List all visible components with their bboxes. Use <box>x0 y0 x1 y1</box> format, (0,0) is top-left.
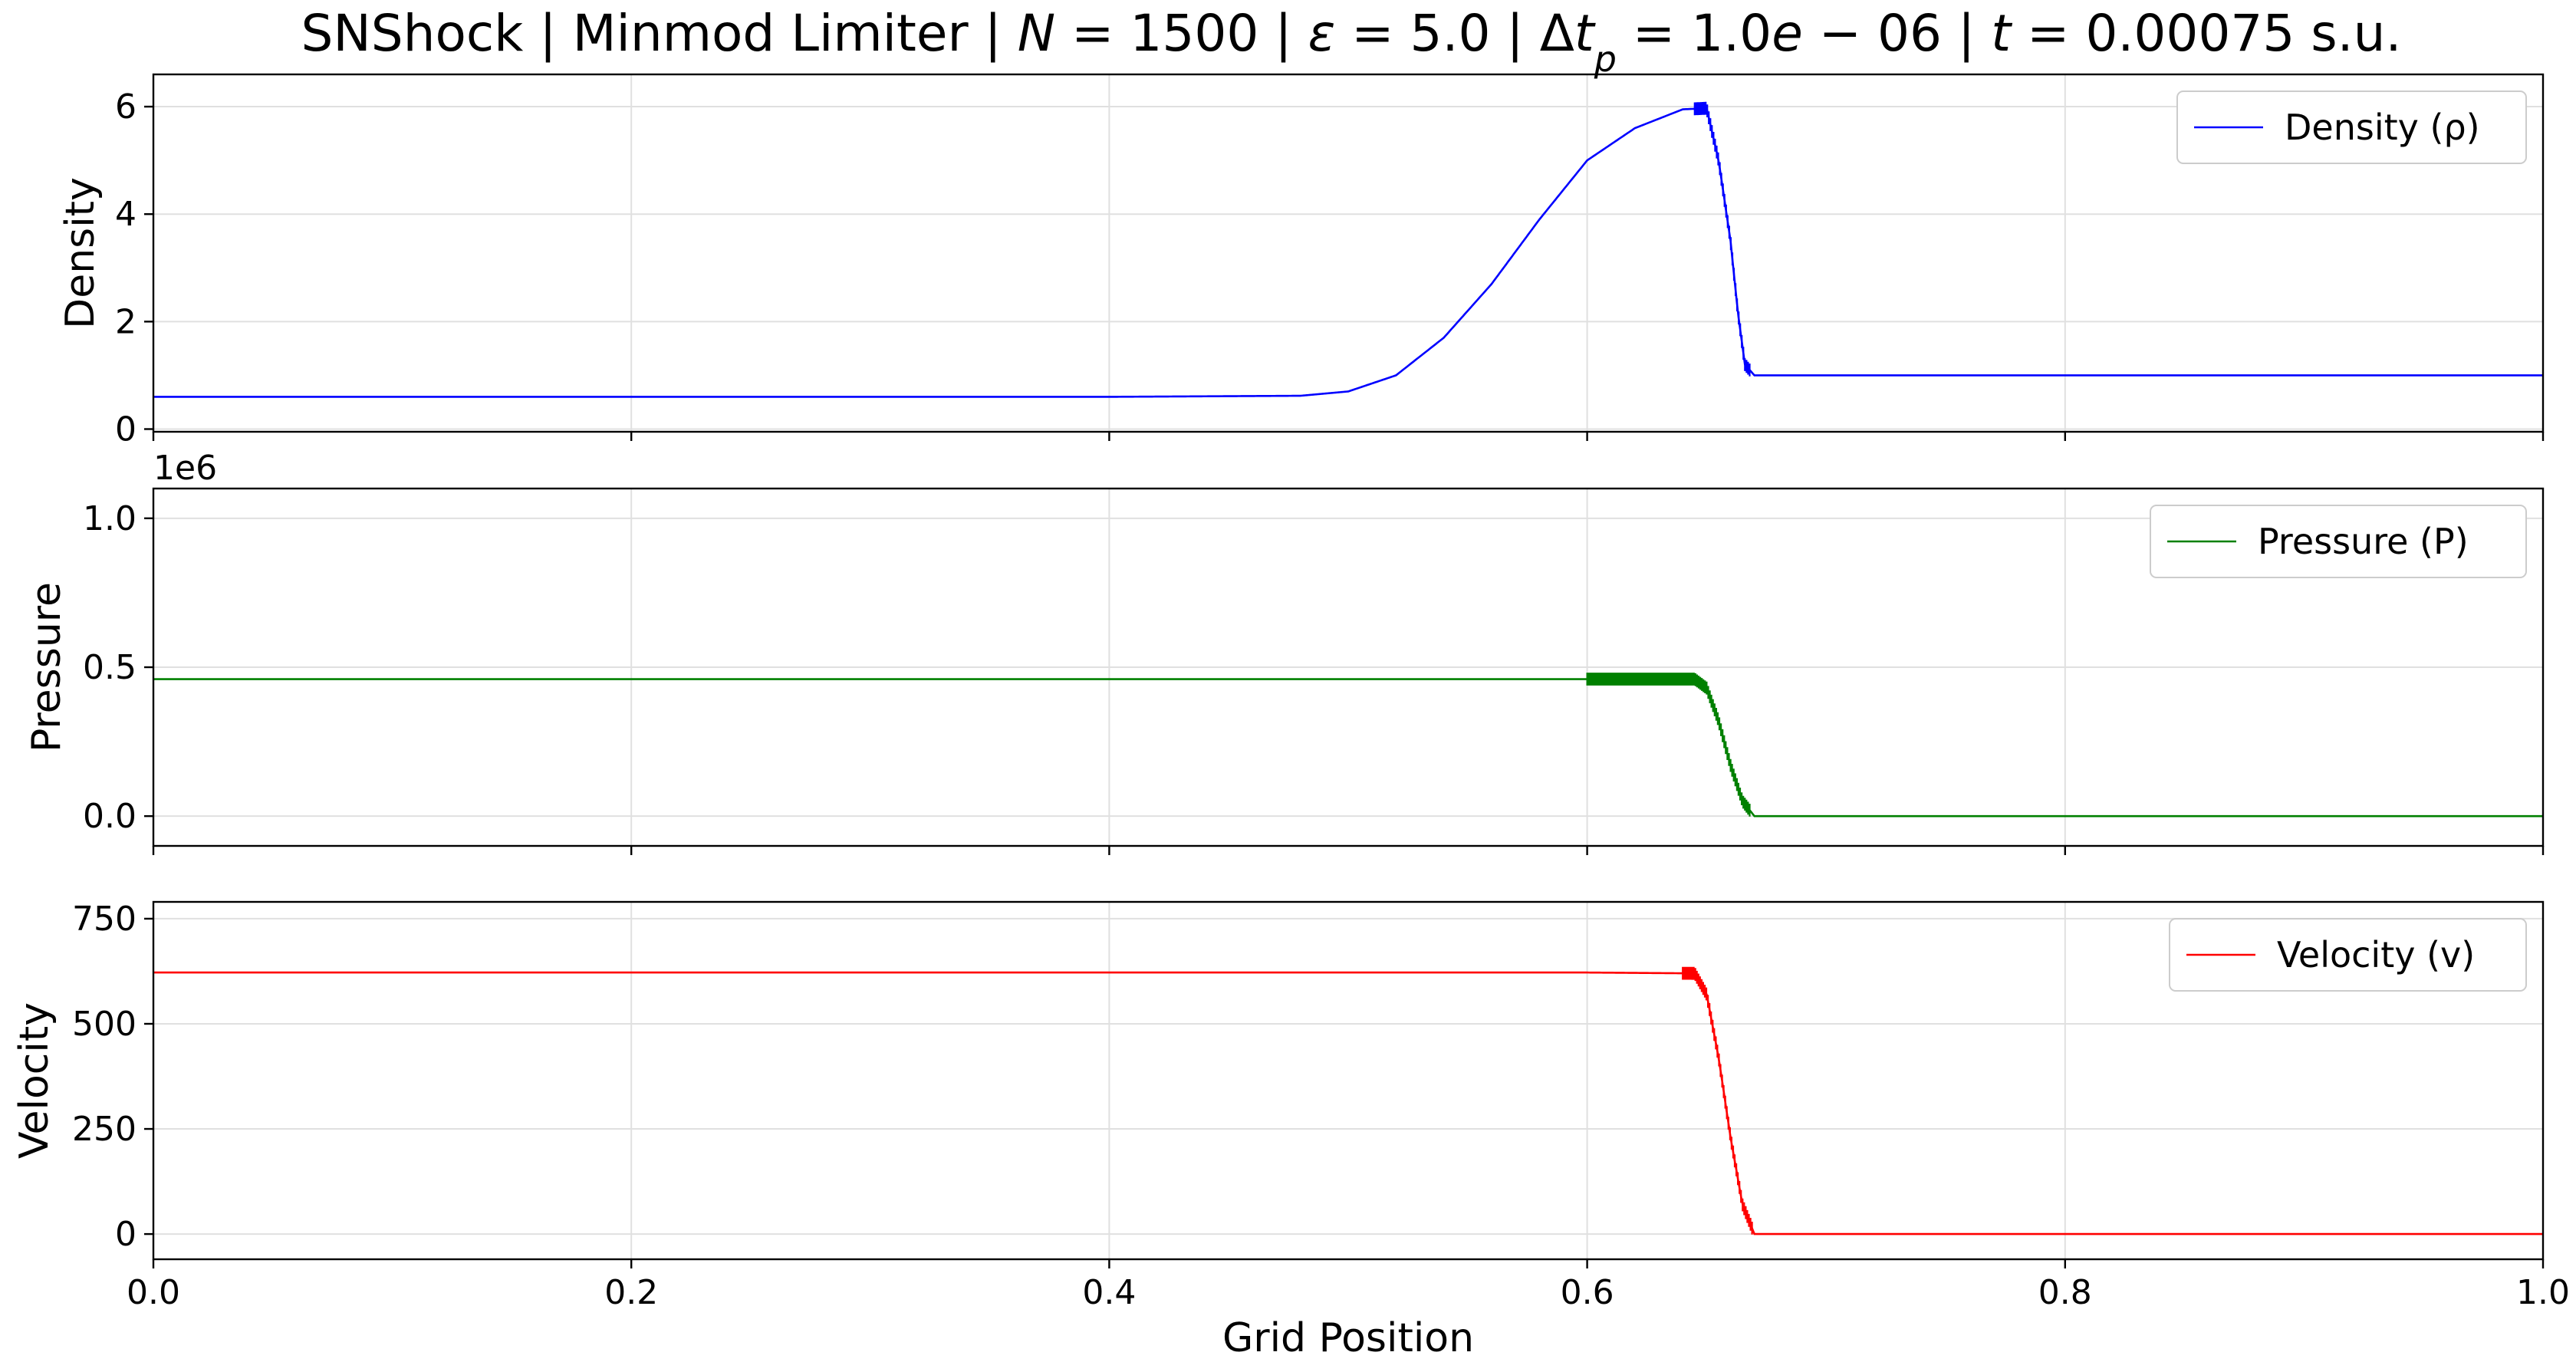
y-tick-label: 2 <box>115 302 137 341</box>
y-tick-label: 750 <box>72 900 137 939</box>
title-part: N <box>1018 4 1055 63</box>
x-tick-label: 0.4 <box>1082 1273 1136 1312</box>
title-part: = 1.0 <box>1617 4 1772 63</box>
title-part: = 1500 | <box>1055 4 1308 63</box>
x-tick-label: 1.0 <box>2516 1273 2570 1312</box>
chart-title: SNShock | Minmod Limiter | N = 1500 | ε … <box>301 4 2402 80</box>
y-axis-label: Velocity <box>12 1002 58 1159</box>
density-panel: 0 2 4 6 Density Density (ρ) <box>58 73 2545 449</box>
title-part: = 0.00075 s.u. <box>2011 4 2401 63</box>
legend-box <box>2150 505 2527 578</box>
y-tick-label: 4 <box>115 195 137 234</box>
legend-label: Pressure (P) <box>2258 521 2469 562</box>
y-axis-label: Pressure <box>24 582 70 752</box>
x-axis-label: Grid Position <box>1222 1315 1474 1361</box>
axes-frame <box>152 900 2545 1261</box>
y-tick-label: 0.5 <box>83 648 137 687</box>
title-part: − 06 | <box>1803 4 1991 63</box>
series-oscillation <box>1693 101 1751 377</box>
y-tick-label: 6 <box>115 87 137 127</box>
legend-box <box>2176 90 2527 164</box>
title-part: t <box>1574 4 1596 63</box>
title-part: = 5.0 | Δ <box>1335 4 1574 63</box>
x-tick-label: 0.0 <box>127 1273 180 1312</box>
title-part: SNShock | Minmod Limiter | <box>301 4 1018 63</box>
series-oscillation <box>1586 673 1751 817</box>
title-part: p <box>1594 38 1617 80</box>
y-tick-label: 0.0 <box>83 797 137 836</box>
legend-box <box>2169 918 2527 992</box>
x-tick-label: 0.2 <box>604 1273 658 1312</box>
x-tick-label: 0.6 <box>1561 1273 1614 1312</box>
title-part: e <box>1772 4 1803 63</box>
pressure-panel: 0.0 0.5 1.0 1e6 Pressure Pressure (P) <box>24 449 2545 855</box>
series-oscillation <box>1682 966 1753 1235</box>
series-line <box>153 107 2543 398</box>
velocity-panel: 0.0 0.2 0.4 0.6 0.8 1.0 0 250 500 750 Velocity Grid… <box>12 900 2570 1361</box>
series-line <box>153 678 2543 818</box>
title-part: t <box>1991 4 2012 63</box>
y-axis-label: Density <box>58 177 104 329</box>
series-line <box>153 971 2543 1235</box>
y-tick-label: 0 <box>115 1215 137 1254</box>
legend-label: Velocity (v) <box>2277 934 2475 976</box>
legend-label: Density (ρ) <box>2285 107 2480 148</box>
title-part: ε <box>1308 4 1336 63</box>
y-tick-label: 0 <box>115 410 137 449</box>
x-tick-label: 0.8 <box>2038 1273 2092 1312</box>
axes-frame <box>152 73 2545 433</box>
y-tick-label: 500 <box>72 1005 137 1044</box>
axis-offset-text: 1e6 <box>153 449 217 488</box>
y-tick-label: 250 <box>72 1110 137 1149</box>
y-tick-label: 1.0 <box>83 499 137 538</box>
